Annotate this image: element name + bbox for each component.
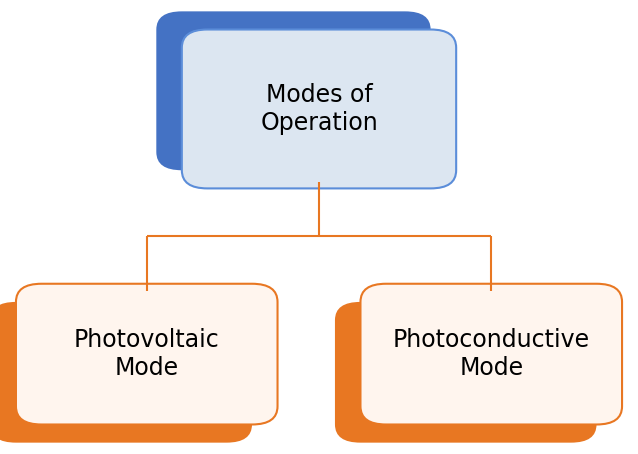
Text: Photoconductive
Mode: Photoconductive Mode	[393, 328, 590, 380]
FancyBboxPatch shape	[182, 30, 456, 188]
FancyBboxPatch shape	[16, 284, 278, 424]
FancyBboxPatch shape	[360, 284, 622, 424]
FancyBboxPatch shape	[335, 302, 597, 443]
Text: Modes of
Operation: Modes of Operation	[260, 83, 378, 135]
FancyBboxPatch shape	[156, 11, 431, 170]
Text: Photovoltaic
Mode: Photovoltaic Mode	[74, 328, 219, 380]
FancyBboxPatch shape	[0, 302, 252, 443]
